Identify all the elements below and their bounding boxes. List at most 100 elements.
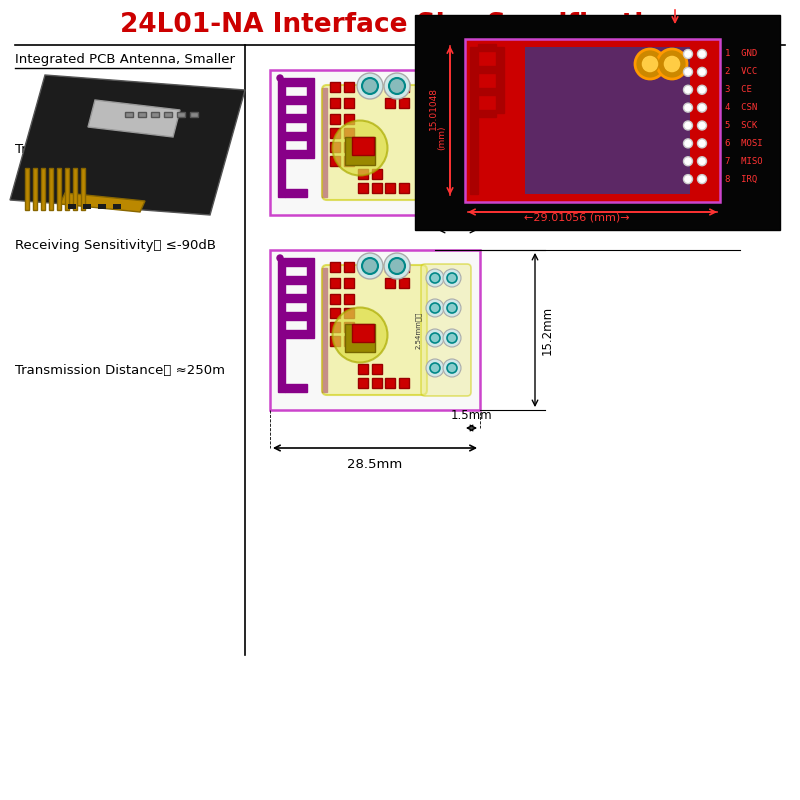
Circle shape xyxy=(683,86,693,94)
Bar xyxy=(352,137,374,155)
Bar xyxy=(399,98,409,108)
Circle shape xyxy=(426,359,444,377)
Text: MISO: MISO xyxy=(530,177,560,190)
Bar xyxy=(278,258,285,392)
Text: 5  SCK: 5 SCK xyxy=(725,121,758,130)
Circle shape xyxy=(698,50,706,58)
Bar xyxy=(488,171,526,195)
FancyBboxPatch shape xyxy=(322,265,427,395)
Circle shape xyxy=(426,142,444,159)
FancyBboxPatch shape xyxy=(421,264,471,396)
Circle shape xyxy=(698,139,706,148)
Bar xyxy=(345,137,375,165)
Text: 2.54mm间距: 2.54mm间距 xyxy=(414,311,422,349)
Bar xyxy=(330,142,340,152)
Bar xyxy=(33,168,37,210)
Circle shape xyxy=(443,269,461,287)
Bar xyxy=(285,132,307,140)
Circle shape xyxy=(357,73,383,99)
Circle shape xyxy=(443,359,461,377)
Circle shape xyxy=(683,139,693,148)
Bar xyxy=(344,336,354,346)
FancyBboxPatch shape xyxy=(322,85,427,200)
Text: 4  CSN: 4 CSN xyxy=(725,103,758,112)
Circle shape xyxy=(426,269,444,287)
Text: Error: ±0.5mm: Error: ±0.5mm xyxy=(598,218,692,231)
Bar xyxy=(330,82,340,92)
Text: GND: GND xyxy=(531,105,558,118)
Text: (mm): (mm) xyxy=(438,126,446,150)
Text: 15.2mm: 15.2mm xyxy=(541,306,554,354)
Text: Transmission Distance： ≈250m: Transmission Distance： ≈250m xyxy=(15,363,225,377)
Circle shape xyxy=(683,174,693,184)
Bar xyxy=(138,112,146,117)
Bar xyxy=(330,322,340,332)
Bar xyxy=(358,378,368,388)
Bar xyxy=(358,364,368,374)
Bar xyxy=(399,82,409,92)
Text: 5.7mm: 5.7mm xyxy=(437,207,478,220)
Polygon shape xyxy=(60,193,145,212)
Circle shape xyxy=(698,67,706,76)
Bar xyxy=(285,276,307,284)
Bar xyxy=(285,258,307,266)
Bar xyxy=(164,112,172,117)
Ellipse shape xyxy=(333,307,387,362)
Bar xyxy=(177,112,185,117)
Bar xyxy=(330,278,340,288)
Bar xyxy=(399,278,409,288)
Circle shape xyxy=(430,333,440,343)
Circle shape xyxy=(426,168,444,186)
Bar xyxy=(57,168,61,210)
Circle shape xyxy=(447,93,457,103)
Circle shape xyxy=(698,86,706,94)
Bar xyxy=(49,168,53,210)
Bar xyxy=(285,189,307,197)
Text: 1  GND: 1 GND xyxy=(725,50,758,58)
Text: ←29.01056 (mm)→: ←29.01056 (mm)→ xyxy=(524,213,630,223)
Text: 1.5mm: 1.5mm xyxy=(450,409,492,422)
Bar xyxy=(330,308,340,318)
Bar xyxy=(330,262,340,272)
Bar xyxy=(307,258,314,338)
Bar xyxy=(330,156,340,166)
Bar xyxy=(285,294,307,302)
Text: 24L01-NA Interface Size Specification: 24L01-NA Interface Size Specification xyxy=(120,12,680,38)
Circle shape xyxy=(447,273,457,283)
Bar xyxy=(344,308,354,318)
Circle shape xyxy=(443,299,461,317)
Circle shape xyxy=(683,67,693,76)
Bar xyxy=(113,204,121,209)
Bar xyxy=(345,324,375,352)
Bar xyxy=(344,98,354,108)
Bar xyxy=(330,114,340,124)
Bar xyxy=(285,114,307,122)
Circle shape xyxy=(447,172,457,182)
Circle shape xyxy=(430,146,440,155)
Bar xyxy=(385,183,395,193)
Bar xyxy=(526,123,564,147)
Bar xyxy=(285,150,307,158)
Circle shape xyxy=(698,174,706,184)
Bar xyxy=(496,47,504,113)
Bar xyxy=(81,168,85,210)
Bar xyxy=(478,88,496,95)
Bar xyxy=(307,78,314,158)
Bar xyxy=(478,110,496,117)
Circle shape xyxy=(426,89,444,107)
Bar xyxy=(488,123,526,147)
Bar xyxy=(330,336,340,346)
Circle shape xyxy=(443,168,461,186)
Circle shape xyxy=(698,157,706,166)
Polygon shape xyxy=(88,100,180,137)
Bar xyxy=(344,262,354,272)
Bar xyxy=(285,384,307,392)
Circle shape xyxy=(443,329,461,347)
Circle shape xyxy=(357,253,383,279)
Bar xyxy=(344,142,354,152)
Bar xyxy=(358,183,368,193)
Text: 6  MOSI: 6 MOSI xyxy=(725,139,762,148)
Circle shape xyxy=(426,299,444,317)
FancyBboxPatch shape xyxy=(421,84,471,201)
Circle shape xyxy=(641,55,659,73)
